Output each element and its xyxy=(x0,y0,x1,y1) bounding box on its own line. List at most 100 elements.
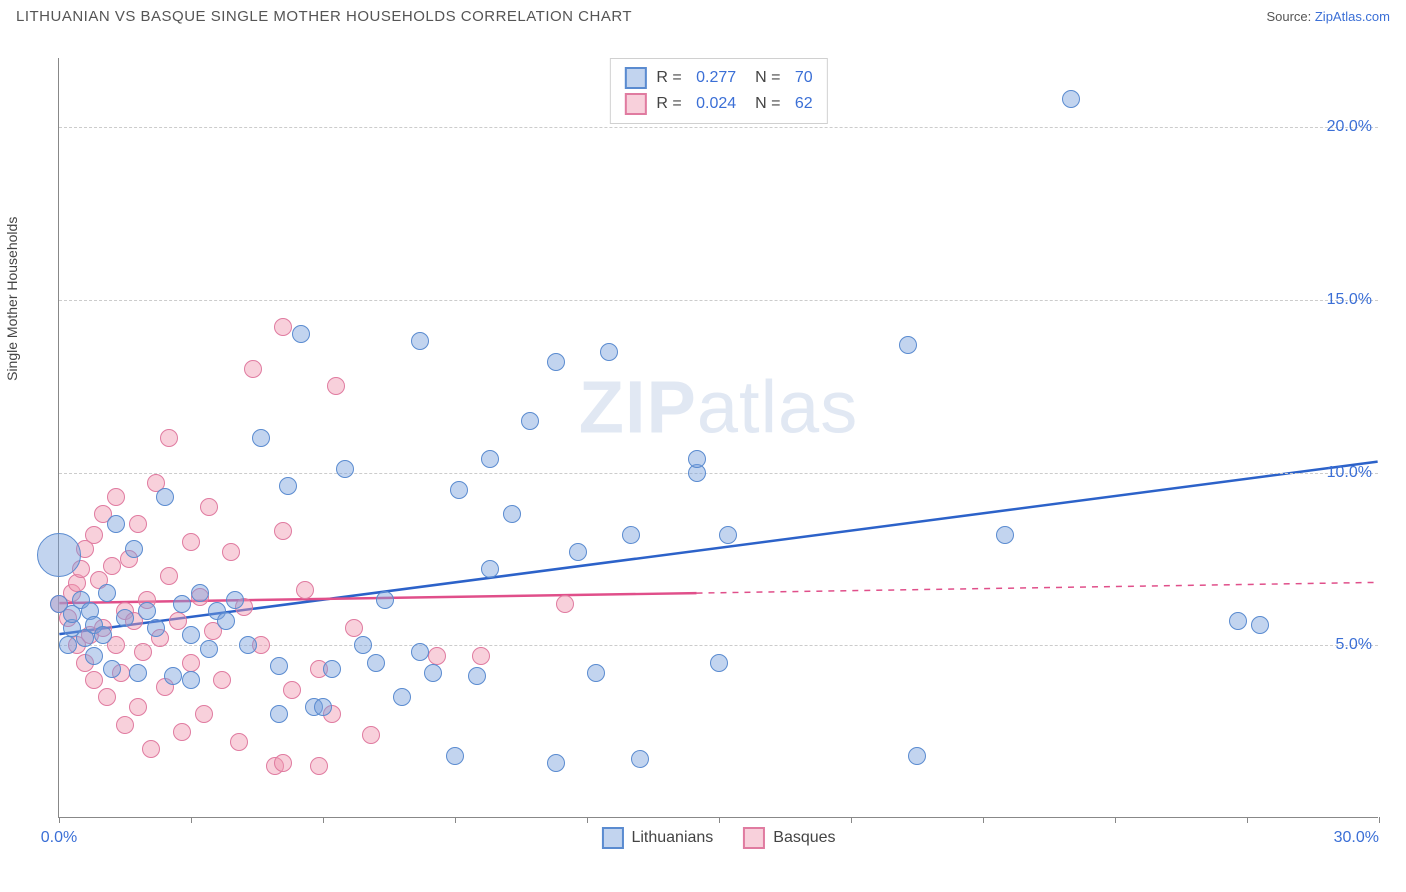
data-point-basques xyxy=(274,754,292,772)
data-point-lithuanians xyxy=(182,626,200,644)
x-tick-label: 0.0% xyxy=(41,829,77,847)
data-point-lithuanians xyxy=(1062,90,1080,108)
source-link[interactable]: ZipAtlas.com xyxy=(1315,9,1390,24)
data-point-lithuanians xyxy=(129,664,147,682)
data-point-basques xyxy=(274,522,292,540)
data-point-basques xyxy=(85,671,103,689)
data-point-basques xyxy=(230,733,248,751)
data-point-basques xyxy=(142,740,160,758)
data-point-basques xyxy=(195,705,213,723)
y-tick-label: 15.0% xyxy=(1327,291,1372,309)
plot-area: ZIPatlas R = 0.277 N = 70 R = 0.024 N = … xyxy=(58,58,1378,818)
y-tick-label: 20.0% xyxy=(1327,118,1372,136)
data-point-lithuanians xyxy=(710,654,728,672)
data-point-lithuanians xyxy=(393,688,411,706)
data-point-lithuanians xyxy=(200,640,218,658)
data-point-basques xyxy=(556,595,574,613)
data-point-lithuanians xyxy=(336,460,354,478)
legend-row-lithuanians: R = 0.277 N = 70 xyxy=(624,65,812,91)
data-point-lithuanians xyxy=(138,602,156,620)
data-point-lithuanians xyxy=(217,612,235,630)
data-point-lithuanians xyxy=(116,609,134,627)
data-point-basques xyxy=(182,654,200,672)
data-point-lithuanians xyxy=(547,754,565,772)
data-point-lithuanians xyxy=(354,636,372,654)
data-point-lithuanians xyxy=(239,636,257,654)
data-point-lithuanians xyxy=(468,667,486,685)
watermark: ZIPatlas xyxy=(579,365,858,450)
data-point-lithuanians xyxy=(103,660,121,678)
data-point-lithuanians xyxy=(446,747,464,765)
data-point-lithuanians xyxy=(521,412,539,430)
swatch-lithuanians xyxy=(624,67,646,89)
data-point-lithuanians xyxy=(182,671,200,689)
data-point-lithuanians xyxy=(226,591,244,609)
data-point-lithuanians xyxy=(367,654,385,672)
data-point-lithuanians xyxy=(688,450,706,468)
data-point-lithuanians xyxy=(270,657,288,675)
data-point-lithuanians xyxy=(569,543,587,561)
data-point-lithuanians xyxy=(270,705,288,723)
swatch-lithuanians-bottom xyxy=(601,827,623,849)
series-legend: Lithuanians Basques xyxy=(601,827,835,849)
data-point-lithuanians xyxy=(37,533,81,577)
data-point-basques xyxy=(107,488,125,506)
correlation-legend: R = 0.277 N = 70 R = 0.024 N = 62 xyxy=(609,58,827,124)
data-point-basques xyxy=(116,716,134,734)
data-point-lithuanians xyxy=(85,647,103,665)
data-point-basques xyxy=(129,515,147,533)
data-point-lithuanians xyxy=(899,336,917,354)
data-point-basques xyxy=(296,581,314,599)
x-tick-label: 30.0% xyxy=(1334,829,1379,847)
data-point-basques xyxy=(85,526,103,544)
data-point-lithuanians xyxy=(622,526,640,544)
data-point-basques xyxy=(213,671,231,689)
legend-row-basques: R = 0.024 N = 62 xyxy=(624,91,812,117)
data-point-basques xyxy=(200,498,218,516)
data-point-basques xyxy=(310,757,328,775)
data-point-lithuanians xyxy=(107,515,125,533)
data-point-lithuanians xyxy=(376,591,394,609)
y-tick-label: 10.0% xyxy=(1327,464,1372,482)
swatch-basques-bottom xyxy=(743,827,765,849)
data-point-lithuanians xyxy=(424,664,442,682)
data-point-lithuanians xyxy=(481,560,499,578)
data-point-lithuanians xyxy=(908,747,926,765)
data-point-basques xyxy=(428,647,446,665)
data-point-basques xyxy=(173,723,191,741)
data-point-lithuanians xyxy=(59,636,77,654)
data-point-lithuanians xyxy=(191,584,209,602)
swatch-basques xyxy=(624,93,646,115)
data-point-lithuanians xyxy=(547,353,565,371)
data-point-basques xyxy=(98,688,116,706)
data-point-lithuanians xyxy=(98,584,116,602)
data-point-lithuanians xyxy=(411,332,429,350)
source-attribution: Source: ZipAtlas.com xyxy=(1266,9,1390,24)
chart-title: LITHUANIAN VS BASQUE SINGLE MOTHER HOUSE… xyxy=(16,8,632,25)
chart-container: Single Mother Households ZIPatlas R = 0.… xyxy=(16,40,1391,870)
data-point-lithuanians xyxy=(411,643,429,661)
y-tick-label: 5.0% xyxy=(1336,636,1372,654)
data-point-basques xyxy=(244,360,262,378)
data-point-lithuanians xyxy=(279,477,297,495)
data-point-lithuanians xyxy=(292,325,310,343)
data-point-lithuanians xyxy=(156,488,174,506)
data-point-lithuanians xyxy=(314,698,332,716)
data-point-basques xyxy=(327,377,345,395)
data-point-basques xyxy=(103,557,121,575)
data-point-lithuanians xyxy=(94,626,112,644)
data-point-lithuanians xyxy=(1229,612,1247,630)
chart-header: LITHUANIAN VS BASQUE SINGLE MOTHER HOUSE… xyxy=(0,0,1406,31)
data-point-lithuanians xyxy=(323,660,341,678)
data-point-lithuanians xyxy=(147,619,165,637)
data-point-basques xyxy=(472,647,490,665)
data-point-lithuanians xyxy=(719,526,737,544)
data-point-basques xyxy=(222,543,240,561)
data-point-lithuanians xyxy=(125,540,143,558)
legend-item-lithuanians: Lithuanians xyxy=(601,827,713,849)
data-point-lithuanians xyxy=(600,343,618,361)
data-point-basques xyxy=(362,726,380,744)
legend-item-basques: Basques xyxy=(743,827,835,849)
data-point-basques xyxy=(129,698,147,716)
data-point-lithuanians xyxy=(587,664,605,682)
